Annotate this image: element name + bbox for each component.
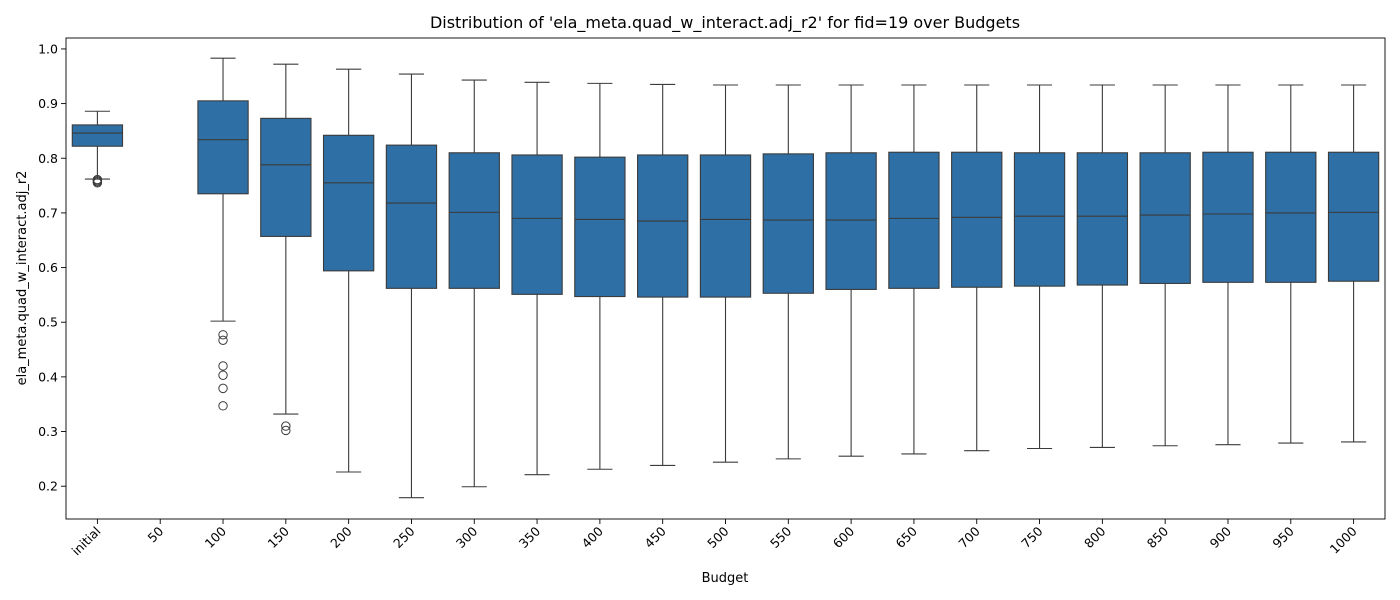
y-tick-label: 0.7	[38, 205, 58, 220]
outlier-point	[281, 421, 291, 431]
x-axis: initial 50 100 150 200 250 300 350 400 450 500 550 6…	[69, 519, 1360, 558]
box-1000	[1327, 84, 1380, 443]
iqr-box	[71, 124, 124, 147]
chart-title: Distribution of 'ela_meta.quad_w_interac…	[430, 13, 1020, 33]
iqr-box	[951, 151, 1003, 288]
x-tick-label: 650	[893, 523, 921, 551]
box-series	[71, 57, 1380, 499]
box-800	[1076, 84, 1129, 448]
x-tick-label: 150	[264, 523, 292, 551]
box-550	[762, 84, 814, 460]
y-axis: 0.2 0.3 0.4 0.5 0.6 0.7 0.8 0.9 1.0	[38, 41, 66, 494]
y-tick-label: 0.5	[38, 315, 58, 330]
box-950	[1265, 84, 1317, 444]
box-650	[888, 84, 940, 455]
y-tick-label: 0.2	[38, 479, 58, 494]
outlier-point	[218, 383, 228, 394]
iqr-box	[1139, 152, 1191, 284]
outlier-point	[92, 174, 103, 185]
iqr-box	[825, 152, 877, 290]
box-350	[511, 81, 563, 476]
iqr-box	[1202, 151, 1254, 283]
box-700	[951, 84, 1003, 452]
iqr-box	[197, 100, 249, 195]
x-tick-label: 400	[579, 523, 607, 551]
x-tick-label: 550	[767, 523, 795, 551]
box-850	[1139, 84, 1191, 447]
box-450	[637, 83, 689, 466]
iqr-box	[260, 117, 312, 237]
y-tick-label: 0.9	[38, 96, 58, 111]
iqr-box	[448, 152, 500, 289]
x-tick-label: 250	[390, 523, 418, 551]
outlier-point	[218, 330, 228, 340]
x-tick-label: 500	[704, 523, 732, 551]
iqr-box	[574, 156, 626, 298]
x-axis-label: Budget	[702, 571, 749, 586]
x-tick-label: initial	[69, 524, 104, 559]
box-initial	[71, 110, 124, 188]
x-tick-label: 1000	[1327, 523, 1360, 556]
y-axis-label: ela_meta.quad_w_interact.adj_r2	[15, 171, 30, 386]
x-tick-label: 800	[1081, 523, 1109, 551]
box-900	[1202, 84, 1254, 446]
box-200	[322, 68, 375, 473]
box-250	[385, 73, 438, 499]
y-tick-label: 0.6	[38, 260, 58, 275]
box-150	[260, 63, 312, 436]
iqr-box	[511, 154, 563, 295]
outlier-point	[218, 370, 228, 380]
box-300	[448, 79, 500, 488]
y-tick-label: 0.4	[38, 369, 58, 384]
iqr-box	[1076, 152, 1129, 286]
outlier-point	[281, 425, 291, 436]
y-tick-label: 1.0	[38, 41, 58, 56]
x-tick-label: 300	[453, 523, 481, 551]
y-tick-label: 0.8	[38, 151, 58, 166]
outlier-point	[218, 335, 228, 345]
outlier-point	[218, 361, 228, 371]
x-tick-label: 750	[1018, 523, 1046, 551]
iqr-box	[1013, 152, 1066, 287]
y-tick-label: 0.3	[38, 424, 58, 439]
x-tick-label: 850	[1144, 523, 1172, 551]
x-tick-label: 200	[327, 523, 355, 551]
x-tick-label: 100	[202, 523, 230, 551]
x-tick-label: 450	[641, 523, 669, 551]
box-500	[699, 84, 752, 463]
iqr-box	[1265, 151, 1317, 283]
box-400	[574, 82, 626, 470]
iqr-box	[888, 151, 940, 289]
box-100	[197, 57, 249, 411]
box-600	[825, 84, 877, 457]
x-tick-label: 700	[955, 523, 983, 551]
x-tick-label: 50	[144, 523, 166, 545]
iqr-box	[762, 153, 814, 294]
x-tick-label: 600	[830, 523, 858, 551]
iqr-box	[699, 154, 752, 298]
x-tick-label: 900	[1207, 523, 1235, 551]
outlier-point	[218, 401, 228, 411]
iqr-box	[1327, 151, 1380, 282]
iqr-box	[637, 154, 689, 298]
iqr-box	[385, 144, 438, 289]
x-tick-label: 350	[516, 523, 544, 551]
x-tick-label: 950	[1269, 523, 1297, 551]
box-750	[1013, 84, 1066, 450]
iqr-box	[322, 134, 375, 272]
